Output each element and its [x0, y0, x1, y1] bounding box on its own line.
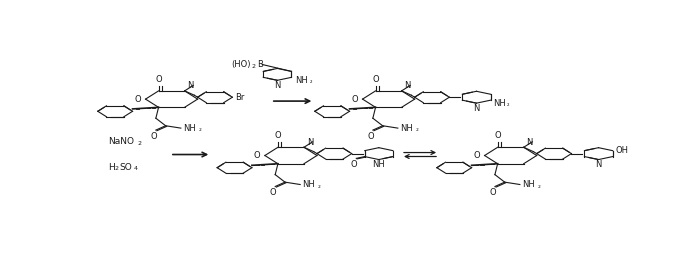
Text: N: N — [473, 104, 480, 113]
Text: O: O — [274, 131, 281, 140]
Text: 4: 4 — [134, 166, 138, 171]
Text: ₂: ₂ — [198, 126, 201, 132]
Text: ₂: ₂ — [318, 183, 321, 189]
Text: (HO): (HO) — [231, 60, 251, 69]
Text: O: O — [351, 95, 358, 104]
Text: NH: NH — [302, 180, 315, 189]
Text: H: H — [108, 163, 115, 172]
Text: O: O — [351, 160, 358, 169]
Text: ₂: ₂ — [507, 102, 510, 107]
Text: Br: Br — [236, 93, 245, 102]
Text: N: N — [307, 138, 313, 147]
Text: SO: SO — [119, 163, 132, 172]
Text: B: B — [258, 60, 263, 69]
Text: O: O — [155, 75, 162, 84]
Text: OH: OH — [616, 146, 629, 155]
Text: ₂: ₂ — [415, 126, 418, 132]
Text: NaNO: NaNO — [108, 137, 134, 146]
Text: ₂: ₂ — [537, 183, 540, 189]
Text: O: O — [368, 132, 374, 141]
Text: O: O — [372, 75, 379, 84]
Text: N: N — [405, 81, 411, 90]
Text: N: N — [188, 81, 194, 90]
Text: 2: 2 — [114, 166, 118, 171]
Text: 2: 2 — [137, 141, 141, 145]
Text: ₂: ₂ — [309, 79, 312, 84]
Text: O: O — [494, 131, 501, 140]
Text: O: O — [254, 151, 260, 160]
Text: O: O — [474, 151, 480, 160]
Text: O: O — [489, 188, 496, 197]
Text: NH: NH — [493, 99, 505, 108]
Text: NH: NH — [400, 124, 413, 133]
Text: N: N — [526, 138, 533, 147]
Text: NH: NH — [295, 76, 307, 85]
Text: O: O — [134, 95, 141, 104]
Text: 2: 2 — [252, 63, 256, 69]
Text: NH: NH — [522, 180, 535, 189]
Text: O: O — [150, 132, 157, 141]
Text: O: O — [270, 188, 276, 197]
Text: N: N — [274, 81, 281, 90]
Text: NH: NH — [372, 160, 385, 169]
Text: NH: NH — [183, 124, 196, 133]
Text: N: N — [595, 160, 602, 169]
